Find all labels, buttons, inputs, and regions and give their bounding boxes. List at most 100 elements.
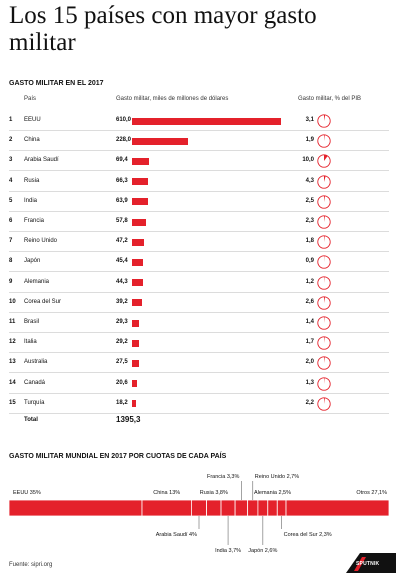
share-segment [141,499,192,517]
spending-bar [132,299,142,307]
pib-pie [317,255,331,270]
value-label: 57,8 [116,218,128,224]
pib-pie [317,376,331,391]
total-label: Total [24,417,38,423]
value-label: 228,0 [116,137,132,144]
spending-bar [132,319,140,327]
source-note: Fuente: sipri.org [9,562,53,568]
share-label: Otros 27,1% [356,490,387,496]
pib-label: 1,8 [305,238,314,245]
rank-label: 8 [9,258,13,265]
share-label: EEUU 35% [13,490,41,496]
share-segment [276,499,287,517]
country-label: Alemania [24,278,50,285]
spending-bar [132,380,138,388]
share-segment [285,499,390,517]
row-divider [9,210,389,212]
row-divider [9,170,389,172]
value-label: 27,5 [116,359,128,366]
spending-bar [132,400,137,408]
value-label: 45,4 [116,258,128,265]
pib-label: 2,0 [305,359,314,366]
row-divider [9,412,389,414]
row-divider [9,130,389,131]
country-label: Francia [24,218,45,224]
rank-label: 5 [9,197,13,204]
section-title-shares: GASTO MILITAR MUNDIAL EN 2017 POR CUOTAS… [9,453,227,460]
share-label: Rusia 3,8% [200,490,228,496]
pib-label: 2,6 [305,298,314,305]
pib-label: 1,9 [305,137,314,144]
share-label: China 13% [153,490,180,496]
share-segment [190,499,207,517]
row-divider [9,372,389,374]
rank-label: 9 [9,278,13,285]
share-label: India 3,7% [215,548,241,554]
spending-bar [132,178,149,186]
country-label: EEUU [24,117,41,123]
pib-label: 1,7 [305,339,314,346]
pib-pie [317,336,331,350]
pib-label: 1,4 [305,319,314,325]
pib-pie [317,235,331,249]
pib-label: 0,9 [305,258,314,265]
rank-label: 7 [9,238,13,245]
row-divider [9,311,389,313]
pib-label: 2,3 [305,218,314,224]
pib-pie [317,275,331,290]
country-label: China [24,137,40,144]
share-chart: EEUU 35% China 13% Arabia Saudí 4% Rusia 3,… [8,474,390,554]
country-label: Italia [24,339,37,346]
value-label: 63,9 [116,197,128,204]
rank-label: 10 [9,298,16,305]
row-divider [9,271,389,273]
pib-pie [317,195,331,209]
value-label: 66,3 [116,177,128,184]
pib-pie [317,296,331,310]
rank-label: 3 [9,157,13,164]
share-segment [206,499,222,517]
spending-bar [132,157,149,165]
column-header-spending: Gasto militar, miles de millones de dóla… [116,96,229,102]
pib-pie [317,356,331,371]
share-segment [8,499,143,517]
value-label: 47,2 [116,238,128,245]
pib-pie [317,215,331,229]
country-label: Rusia [24,177,40,184]
rank-label: 15 [9,399,16,406]
pib-label: 4,3 [305,177,314,184]
value-label: 20,6 [116,379,128,386]
sputnik-logo [346,553,396,573]
row-divider [9,332,389,333]
section-title-spending: GASTO MILITAR EN EL 2017 [9,80,104,87]
value-label: 610,0 [116,117,132,123]
rank-label: 2 [9,137,13,144]
rank-label: 1 [9,117,13,123]
row-divider [9,352,389,354]
value-label: 69,4 [116,157,128,164]
pib-pie [317,114,331,128]
pib-label: 2,2 [305,399,314,406]
pib-pie [317,397,331,411]
row-divider [9,150,389,152]
value-label: 44,3 [116,278,128,285]
pib-pie [317,154,331,169]
share-segment [234,499,249,517]
share-segment [267,499,278,517]
pib-pie [317,316,331,330]
rank-label: 14 [9,379,16,386]
share-label: Francia 3,3% [207,474,240,480]
row-divider [9,291,389,293]
value-label: 29,2 [116,339,128,346]
pib-label: 10,0 [302,157,314,164]
rank-label: 12 [9,339,16,346]
row-divider [9,392,389,394]
share-label: Corea del Sur 2,3% [284,532,332,538]
spending-bar [132,198,148,206]
row-divider [9,251,389,253]
country-label: Reino Unido [24,238,58,245]
share-segment [247,499,259,517]
pib-label: 3,1 [305,117,314,123]
column-header-pib: Gasto militar, % del PIB [298,96,362,102]
column-header-country: País [24,96,37,102]
